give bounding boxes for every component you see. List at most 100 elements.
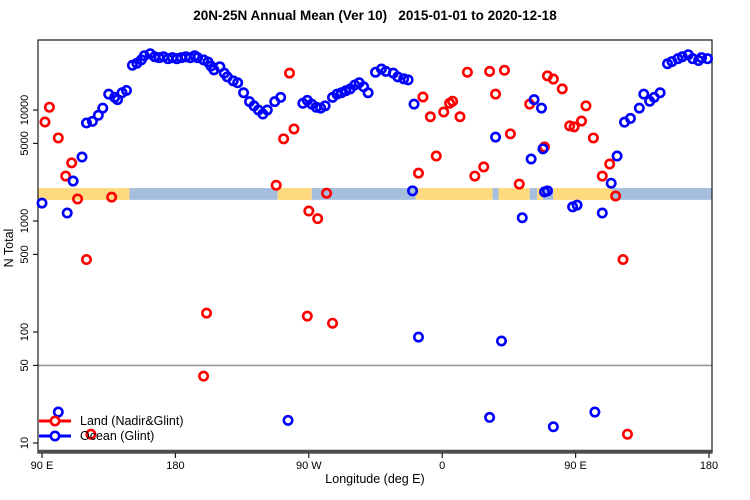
- data-point-ocean: [402, 74, 414, 86]
- data-point-ocean: [36, 197, 48, 209]
- data-point-land: [617, 253, 629, 265]
- data-point-ocean: [495, 335, 507, 347]
- x-axis-label: Longitude (deg E): [325, 472, 425, 486]
- data-point-land: [198, 370, 210, 382]
- legend-label-land: Land (Nadir&Glint): [80, 413, 184, 428]
- data-point-land: [568, 121, 580, 133]
- data-point-ocean: [528, 94, 540, 106]
- x-tick-label: 90 E: [564, 460, 587, 472]
- data-point-land: [498, 64, 510, 76]
- data-point-ocean: [275, 91, 287, 103]
- data-point-land: [478, 161, 490, 173]
- data-point-land: [43, 101, 55, 113]
- x-tick-label: 180: [700, 460, 718, 472]
- data-point-land: [417, 91, 429, 103]
- data-point-land: [587, 132, 599, 144]
- data-point-ocean: [319, 100, 331, 112]
- x-tick-label: 90 W: [296, 460, 322, 472]
- data-point-ocean: [80, 117, 92, 129]
- data-point-land: [278, 133, 290, 145]
- data-point-land: [610, 190, 622, 202]
- data-point-land: [621, 428, 633, 440]
- data-point-land: [66, 157, 78, 169]
- data-point-land: [72, 193, 84, 205]
- data-point-land: [303, 205, 315, 217]
- data-point-land: [327, 317, 339, 329]
- data-point-ocean: [624, 112, 636, 124]
- data-point-land: [454, 111, 466, 123]
- data-point-land: [430, 150, 442, 162]
- data-point-land: [461, 66, 473, 78]
- data-point-ocean: [86, 115, 98, 127]
- data-point-land: [106, 191, 118, 203]
- data-point-ocean: [408, 98, 420, 110]
- data-point-ocean: [362, 87, 374, 99]
- data-point-land: [513, 178, 525, 190]
- data-point-land: [424, 111, 436, 123]
- data-point-land: [288, 123, 300, 135]
- data-point-land: [447, 95, 459, 107]
- data-point-land: [604, 158, 616, 170]
- data-point-ocean: [536, 102, 548, 114]
- y-tick-label: 1000: [19, 209, 31, 233]
- x-tick-label: 90 E: [31, 460, 54, 472]
- data-point-land: [504, 128, 516, 140]
- plot-box: [37, 39, 713, 454]
- data-point-land: [60, 170, 72, 182]
- data-point-land: [301, 310, 313, 322]
- data-point-land: [80, 253, 92, 265]
- surface-band-land: [38, 188, 130, 200]
- data-point-ocean: [596, 207, 608, 219]
- data-point-land: [556, 83, 568, 95]
- data-point-ocean: [490, 131, 502, 143]
- data-point-ocean: [541, 185, 553, 197]
- y-tick-label: 500: [19, 245, 31, 263]
- y-axis-label: N Total: [2, 228, 16, 268]
- data-point-ocean: [138, 50, 150, 62]
- surface-band-ocean: [529, 188, 538, 200]
- data-point-ocean: [232, 77, 244, 89]
- data-point-land: [412, 167, 424, 179]
- surface-band-ocean: [311, 188, 416, 200]
- data-point-ocean: [61, 207, 73, 219]
- data-point-ocean: [702, 53, 714, 65]
- y-tick-label: 5000: [19, 131, 31, 155]
- legend-label-ocean: Ocean (Glint): [80, 428, 155, 443]
- y-tick-label: 10: [19, 437, 31, 449]
- data-point-ocean: [696, 52, 708, 64]
- data-point-land: [484, 65, 496, 77]
- data-point-ocean: [605, 177, 617, 189]
- x-tick-label: 180: [166, 460, 184, 472]
- data-point-ocean: [282, 414, 294, 426]
- data-point-land: [580, 100, 592, 112]
- ocean-marker-icon: [39, 430, 71, 441]
- data-point-land: [490, 88, 502, 100]
- legend-item-ocean: Ocean (Glint): [38, 428, 184, 443]
- data-point-ocean: [654, 87, 666, 99]
- data-point-land: [39, 116, 51, 128]
- legend: Land (Nadir&Glint) Ocean (Glint): [38, 413, 184, 443]
- data-point-ocean: [611, 150, 623, 162]
- data-point-ocean: [407, 185, 419, 197]
- data-point-land: [596, 170, 608, 182]
- data-point-land: [469, 170, 481, 182]
- data-point-land: [284, 67, 296, 79]
- legend-item-land: Land (Nadir&Glint): [38, 413, 184, 428]
- data-point-ocean: [547, 421, 559, 433]
- land-marker-icon: [39, 415, 71, 426]
- data-point-ocean: [192, 52, 204, 64]
- data-point-land: [85, 428, 97, 440]
- surface-band-land: [415, 188, 493, 200]
- data-point-ocean: [571, 199, 583, 211]
- data-point-land: [52, 132, 64, 144]
- data-point-ocean: [392, 71, 404, 83]
- data-point-ocean: [638, 88, 650, 100]
- data-point-land: [576, 115, 588, 127]
- data-point-land: [438, 106, 450, 118]
- data-point-ocean: [67, 175, 79, 187]
- data-point-ocean: [676, 51, 688, 63]
- data-point-ocean: [484, 411, 496, 423]
- data-point-ocean: [412, 331, 424, 343]
